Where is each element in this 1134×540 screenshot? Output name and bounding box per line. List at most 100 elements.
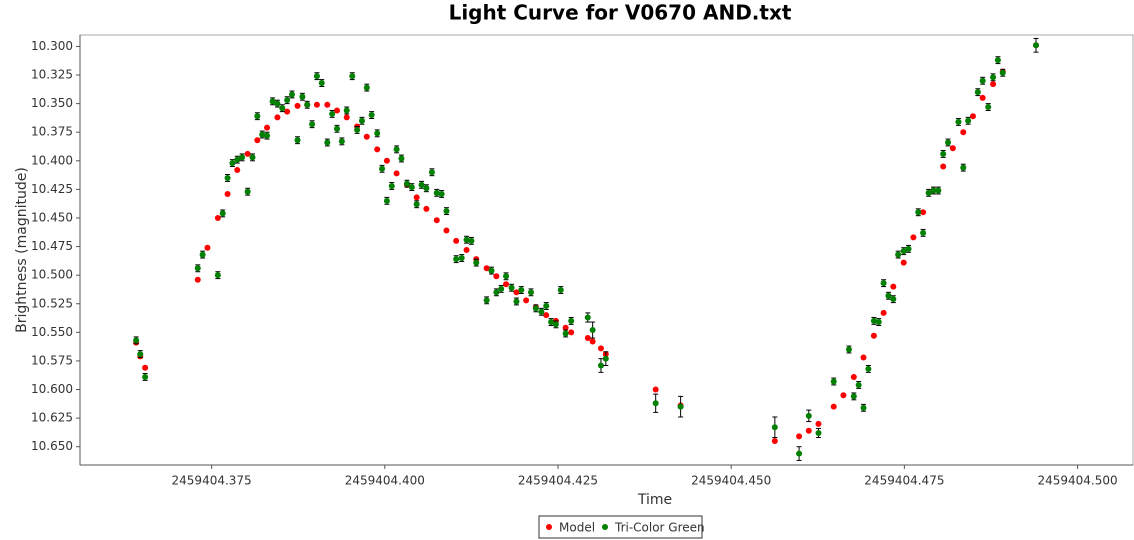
point bbox=[890, 296, 897, 303]
point bbox=[508, 284, 515, 291]
point bbox=[584, 314, 591, 321]
point bbox=[388, 182, 395, 189]
point bbox=[329, 110, 336, 117]
point bbox=[955, 118, 962, 125]
point bbox=[870, 317, 877, 324]
y-tick-label: 10.375 bbox=[31, 125, 73, 139]
point bbox=[543, 312, 550, 319]
point bbox=[568, 317, 575, 324]
point bbox=[910, 234, 917, 241]
point bbox=[930, 187, 937, 194]
point bbox=[771, 424, 778, 431]
x-tick-label: 2459404.425 bbox=[518, 474, 598, 488]
point bbox=[527, 289, 534, 296]
point bbox=[900, 248, 907, 255]
point bbox=[597, 345, 604, 352]
x-axis-label: Time bbox=[637, 492, 672, 508]
point bbox=[284, 97, 291, 104]
point bbox=[398, 155, 405, 162]
point bbox=[343, 107, 350, 114]
point bbox=[552, 321, 559, 328]
point bbox=[815, 429, 822, 436]
point bbox=[969, 113, 976, 120]
point bbox=[137, 351, 144, 358]
point bbox=[584, 335, 591, 342]
point bbox=[568, 329, 575, 336]
point bbox=[219, 210, 226, 217]
point bbox=[224, 190, 231, 197]
point bbox=[284, 108, 291, 115]
point bbox=[979, 77, 986, 84]
point bbox=[493, 273, 500, 280]
point bbox=[299, 93, 306, 100]
point bbox=[920, 209, 927, 216]
point bbox=[677, 403, 684, 410]
point bbox=[418, 181, 425, 188]
point bbox=[379, 165, 386, 172]
point bbox=[905, 245, 912, 252]
point bbox=[224, 174, 231, 181]
point bbox=[334, 125, 341, 132]
x-tick-label: 2459404.500 bbox=[1037, 474, 1117, 488]
point bbox=[805, 427, 812, 434]
point bbox=[949, 145, 956, 152]
point bbox=[488, 267, 495, 274]
point bbox=[334, 107, 341, 114]
point bbox=[279, 105, 286, 112]
point bbox=[194, 265, 201, 272]
point bbox=[532, 305, 539, 312]
point bbox=[338, 138, 345, 145]
point bbox=[244, 188, 251, 195]
y-tick-label: 10.650 bbox=[31, 439, 73, 453]
point bbox=[254, 137, 261, 144]
point bbox=[589, 327, 596, 334]
point bbox=[815, 420, 822, 427]
point bbox=[771, 437, 778, 444]
legend-label: Model bbox=[559, 521, 595, 535]
y-axis-label: Brightness (magnitude) bbox=[14, 167, 30, 333]
point bbox=[538, 308, 545, 315]
point bbox=[860, 354, 867, 361]
point bbox=[453, 237, 460, 244]
point bbox=[269, 98, 276, 105]
point bbox=[423, 205, 430, 212]
point bbox=[940, 163, 947, 170]
point bbox=[318, 80, 325, 87]
x-tick-label: 2459404.400 bbox=[345, 474, 425, 488]
point bbox=[602, 355, 609, 362]
point bbox=[423, 185, 430, 192]
x-tick-label: 2459404.375 bbox=[172, 474, 252, 488]
point bbox=[830, 378, 837, 385]
point bbox=[229, 160, 236, 167]
point bbox=[870, 332, 877, 339]
point bbox=[960, 129, 967, 136]
point bbox=[994, 57, 1001, 64]
point bbox=[1033, 42, 1040, 49]
point bbox=[324, 139, 331, 146]
point bbox=[413, 194, 420, 201]
chart-title: Light Curve for V0670 AND.txt bbox=[449, 1, 792, 25]
point bbox=[453, 256, 460, 263]
point bbox=[865, 365, 872, 372]
point bbox=[408, 184, 415, 191]
point bbox=[513, 298, 520, 305]
point bbox=[264, 124, 271, 131]
x-tick-label: 2459404.475 bbox=[864, 474, 944, 488]
point bbox=[194, 276, 201, 283]
point bbox=[142, 364, 149, 371]
point bbox=[796, 433, 803, 440]
point bbox=[313, 73, 320, 80]
point bbox=[458, 255, 465, 262]
y-tick-label: 10.450 bbox=[31, 210, 73, 224]
point bbox=[483, 297, 490, 304]
point bbox=[264, 132, 271, 139]
point bbox=[965, 117, 972, 124]
point bbox=[433, 189, 440, 196]
point bbox=[304, 101, 311, 108]
point bbox=[860, 404, 867, 411]
point bbox=[945, 139, 952, 146]
point bbox=[589, 338, 596, 345]
point bbox=[363, 84, 370, 91]
point bbox=[463, 247, 470, 253]
